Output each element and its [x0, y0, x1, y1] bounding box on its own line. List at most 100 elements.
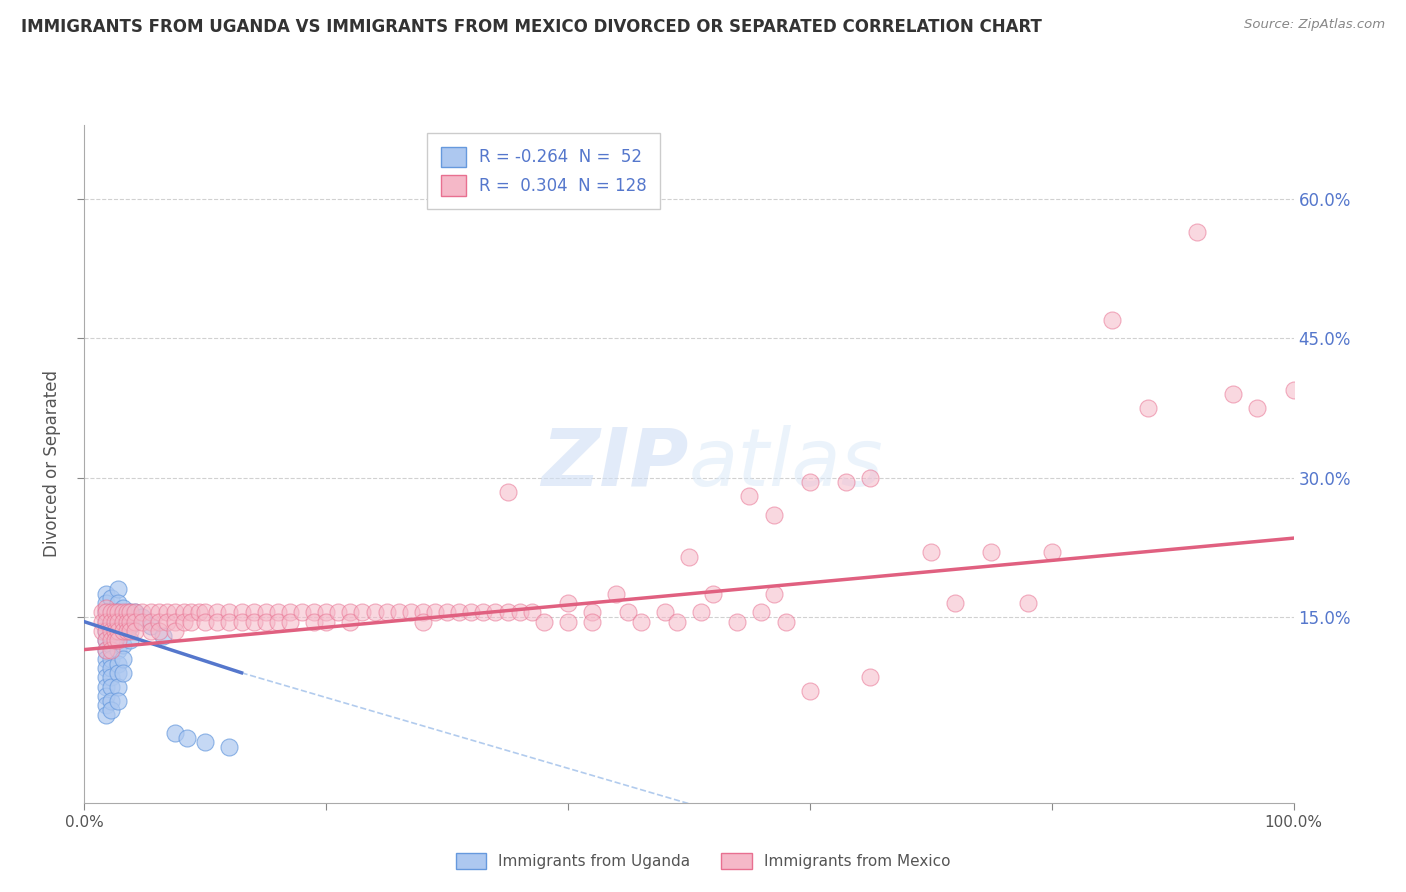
Point [107, 606, 129, 620]
Point [107, 693, 129, 707]
Text: atlas: atlas [689, 425, 884, 503]
Point [94, 615, 117, 629]
Point [120, 606, 142, 620]
Point [762, 587, 785, 601]
Point [100, 703, 122, 717]
Point [980, 545, 1002, 559]
Point [107, 665, 129, 680]
Point [112, 615, 135, 629]
Point [1246, 401, 1268, 416]
Point [799, 475, 821, 490]
Point [112, 665, 135, 680]
Point [267, 615, 290, 629]
Point [1017, 596, 1039, 610]
Point [120, 624, 142, 638]
Point [412, 615, 434, 629]
Point [107, 642, 129, 657]
Point [678, 549, 700, 564]
Point [617, 606, 640, 620]
Point [449, 606, 471, 620]
Point [302, 606, 325, 620]
Point [254, 606, 277, 620]
Point [496, 484, 519, 499]
Point [100, 693, 122, 707]
Point [581, 606, 603, 620]
Point [120, 633, 142, 648]
Point [859, 670, 882, 684]
Point [751, 606, 773, 620]
Point [242, 615, 264, 629]
Point [1185, 225, 1208, 239]
Point [1040, 545, 1063, 559]
Point [533, 615, 555, 629]
Point [165, 726, 187, 740]
Point [112, 652, 135, 666]
Point [436, 606, 458, 620]
Point [1101, 313, 1123, 327]
Point [115, 606, 138, 620]
Point [509, 606, 531, 620]
Point [231, 615, 253, 629]
Point [107, 633, 129, 648]
Point [581, 615, 603, 629]
Point [302, 615, 325, 629]
Point [472, 606, 495, 620]
Point [148, 615, 170, 629]
Point [231, 606, 253, 620]
Point [352, 606, 374, 620]
Point [218, 606, 240, 620]
Point [107, 582, 129, 597]
Point [702, 587, 724, 601]
Point [94, 596, 117, 610]
Point [112, 610, 135, 624]
Legend: R = -0.264  N =  52, R =  0.304  N = 128: R = -0.264 N = 52, R = 0.304 N = 128 [427, 133, 661, 209]
Point [188, 606, 211, 620]
Point [115, 624, 138, 638]
Point [124, 606, 146, 620]
Point [131, 610, 153, 624]
Point [194, 735, 217, 749]
Point [104, 633, 127, 648]
Point [194, 606, 217, 620]
Point [94, 615, 117, 629]
Point [107, 606, 129, 620]
Point [218, 740, 240, 755]
Point [124, 606, 146, 620]
Point [165, 624, 187, 638]
Point [104, 615, 127, 629]
Point [131, 615, 153, 629]
Point [315, 615, 337, 629]
Point [207, 615, 229, 629]
Point [94, 661, 117, 675]
Point [690, 606, 713, 620]
Point [399, 606, 422, 620]
Point [375, 606, 398, 620]
Point [460, 606, 482, 620]
Point [605, 587, 627, 601]
Point [328, 606, 350, 620]
Point [165, 615, 187, 629]
Point [94, 642, 117, 657]
Point [738, 489, 761, 503]
Point [94, 680, 117, 694]
Point [1137, 401, 1160, 416]
Point [557, 615, 579, 629]
Point [207, 606, 229, 620]
Point [100, 652, 122, 666]
Text: IMMIGRANTS FROM UGANDA VS IMMIGRANTS FROM MEXICO DIVORCED OR SEPARATED CORRELATI: IMMIGRANTS FROM UGANDA VS IMMIGRANTS FRO… [21, 18, 1042, 36]
Point [112, 638, 135, 652]
Point [665, 615, 688, 629]
Point [100, 624, 122, 638]
Point [94, 624, 117, 638]
Point [120, 615, 142, 629]
Point [94, 698, 117, 713]
Point [725, 615, 748, 629]
Point [104, 624, 127, 638]
Point [242, 606, 264, 620]
Point [100, 661, 122, 675]
Point [100, 606, 122, 620]
Point [254, 615, 277, 629]
Point [94, 606, 117, 620]
Point [124, 615, 146, 629]
Point [173, 606, 195, 620]
